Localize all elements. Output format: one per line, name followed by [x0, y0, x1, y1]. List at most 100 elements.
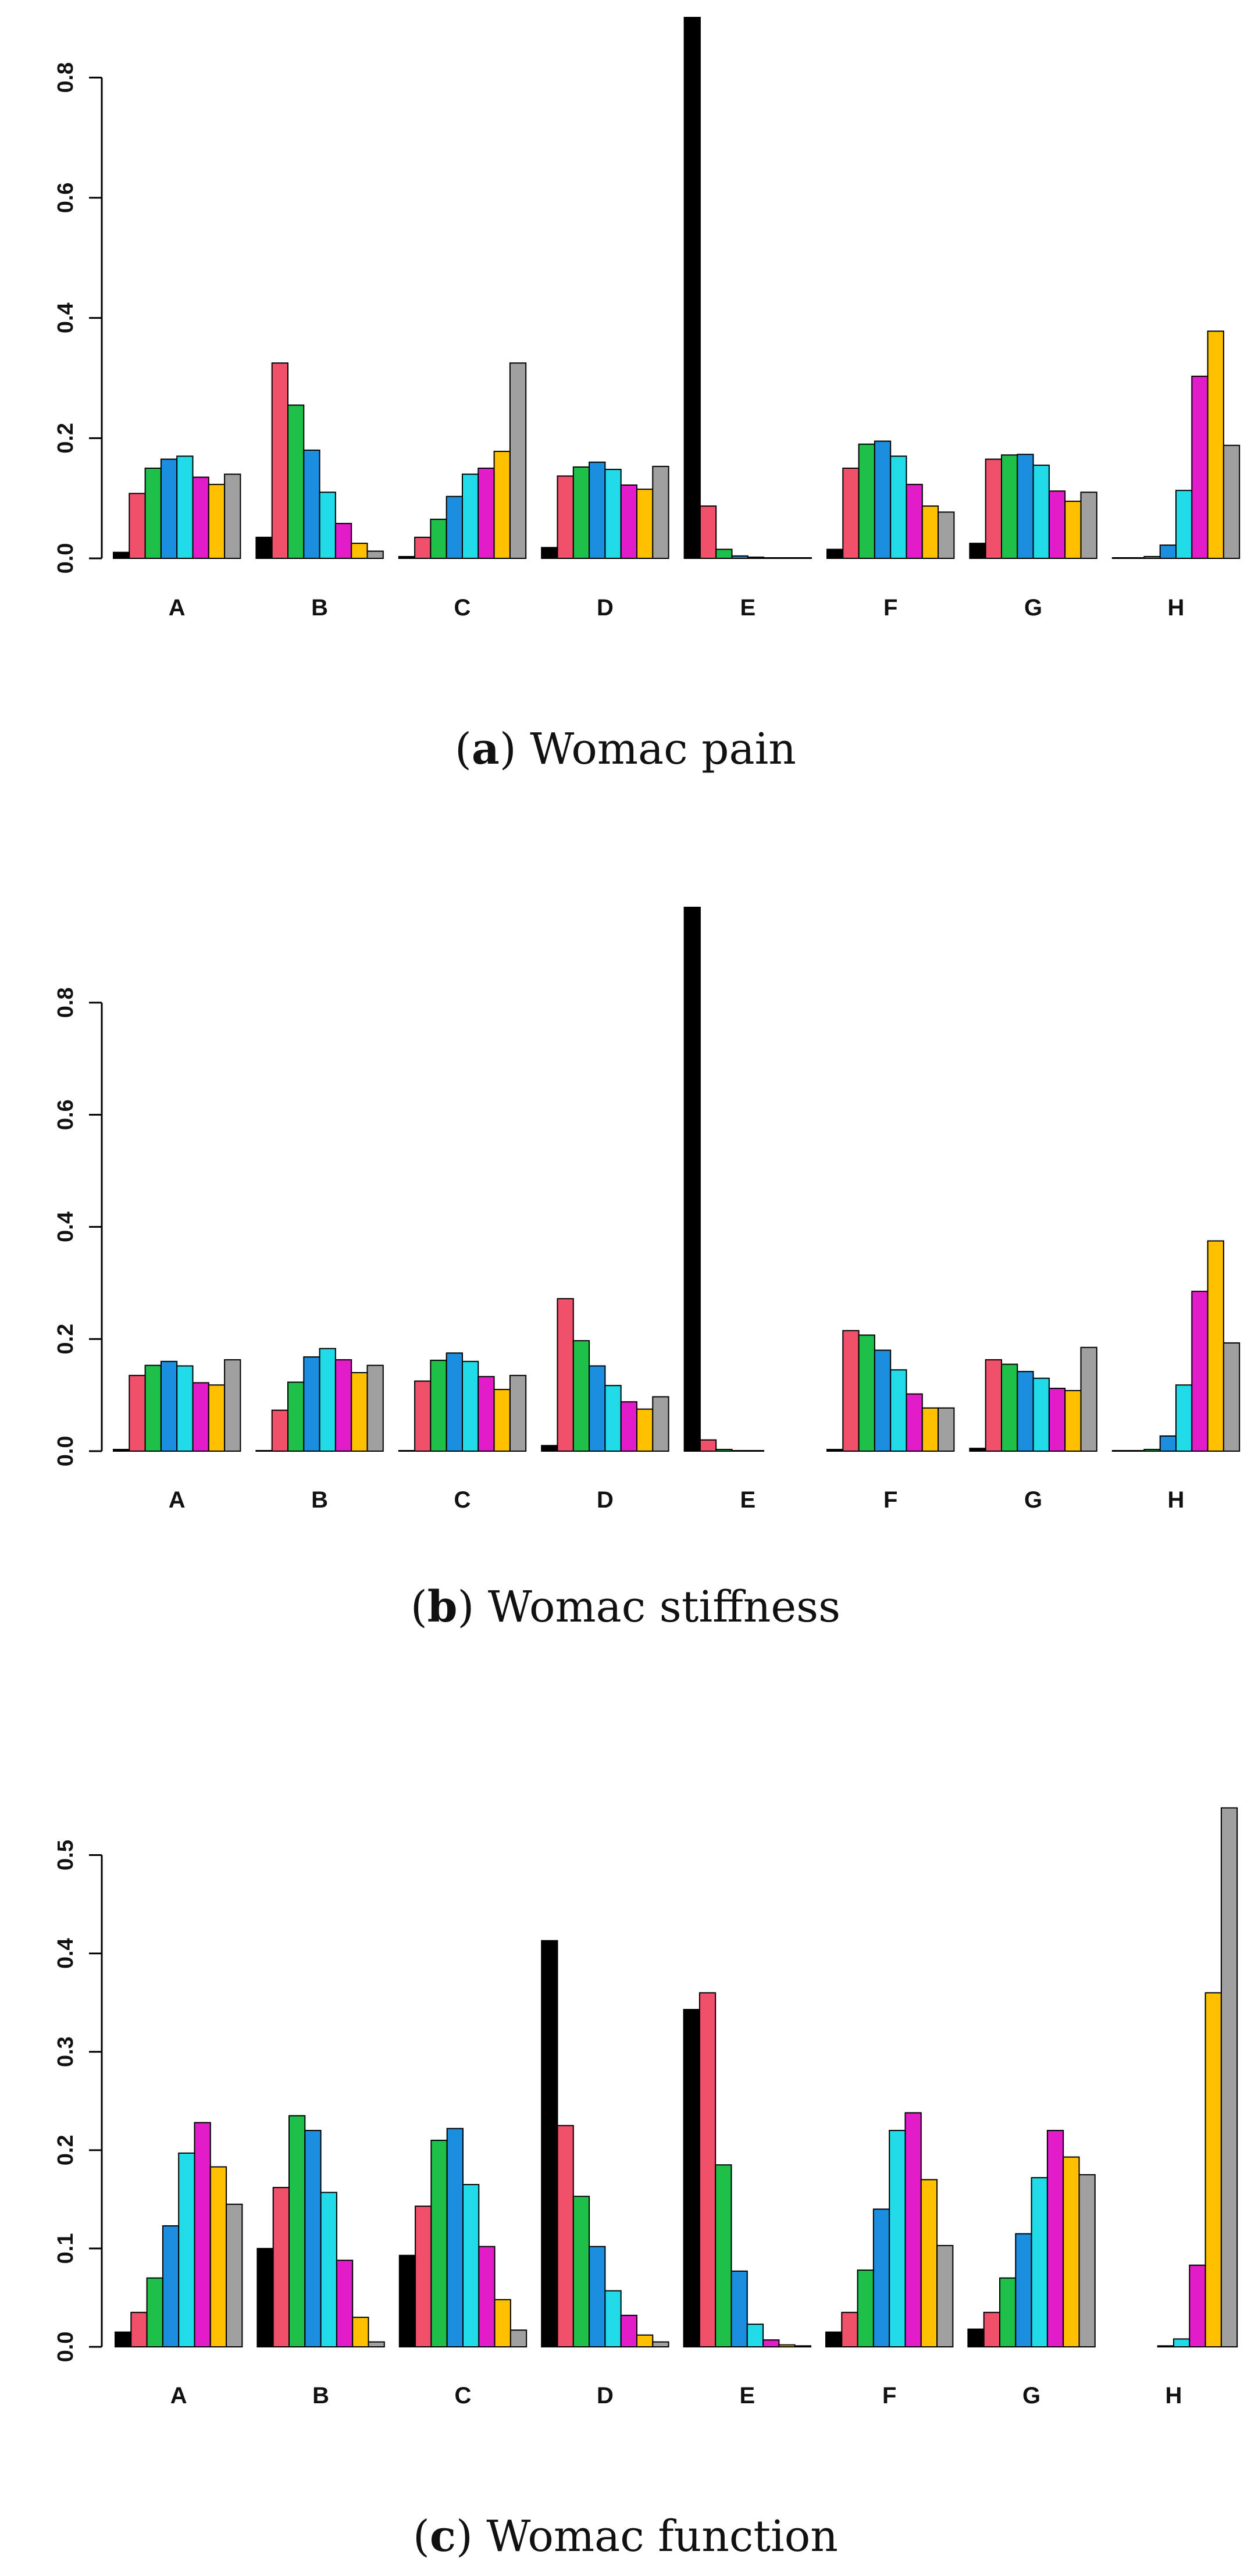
category-label-F: F [882, 2383, 896, 2408]
bar-F-6 [906, 1393, 923, 1452]
bar-B-5 [320, 2192, 337, 2348]
bar-G-2 [985, 458, 1002, 559]
bar-A-1 [115, 2331, 132, 2348]
chart-womac-function: 0.0 0.1 0.2 0.3 0.4 0.5 A B C D E F G H [54, 1807, 1238, 2408]
bar-C-5 [462, 473, 479, 560]
bar-H-4 [1157, 2345, 1174, 2348]
bar-G-4 [1017, 1371, 1034, 1452]
bar-G-7 [1064, 1389, 1082, 1452]
bar-C-4 [445, 496, 464, 560]
y-tick-label: 0.4 [54, 1938, 78, 1969]
category-label-B: B [311, 1487, 328, 1513]
bar-H-4 [1159, 1435, 1177, 1452]
bar-B-1 [255, 536, 273, 560]
caption-letter: c [429, 2511, 456, 2561]
bar-C-3 [430, 1359, 447, 1452]
bar-E-1 [683, 17, 701, 559]
bar-E-4 [730, 2270, 748, 2347]
bar-F-3 [858, 1334, 875, 1452]
bar-B-3 [288, 2115, 306, 2347]
bar-A-6 [192, 1382, 209, 1452]
bar-A-8 [224, 473, 241, 560]
bar-H-5 [1173, 2338, 1191, 2347]
bar-A-3 [144, 468, 162, 559]
bar-D-1 [541, 547, 558, 560]
bar-D-2 [557, 475, 574, 559]
bar-G-1 [969, 543, 986, 559]
bar-H-8 [1223, 444, 1241, 559]
bar-E-2 [698, 1992, 717, 2347]
y-tick-label: 0.1 [54, 2233, 78, 2264]
bar-A-3 [144, 1364, 162, 1452]
bar-C-7 [493, 451, 511, 559]
bar-A-8 [224, 1359, 241, 1452]
bar-D-3 [572, 466, 590, 559]
bar-F-3 [858, 443, 875, 559]
bar-C-7 [493, 1388, 511, 1452]
bar-B-4 [303, 1356, 320, 1452]
category-label-E: E [739, 2383, 755, 2408]
bar-D-2 [557, 2125, 574, 2347]
chart-womac-stiffness: 0.0 0.2 0.4 0.6 0.8 A B C D E F G H [54, 907, 1241, 1513]
bar-C-8 [509, 2329, 528, 2347]
bar-E-1 [683, 907, 701, 1452]
bar-G-1 [967, 2328, 985, 2348]
category-label-B: B [312, 2383, 329, 2408]
bar-D-4 [589, 1365, 606, 1452]
bar-D-8 [652, 465, 669, 560]
bar-B-2 [271, 1409, 289, 1452]
bar-G-6 [1048, 490, 1066, 560]
bar-E-2 [699, 1439, 717, 1452]
bar-F-4 [874, 440, 892, 559]
chart-panel-pain: 0.0 0.2 0.4 0.6 0.8 A B C D E F G H (a) Womac pain [0, 0, 1251, 843]
bar-A-6 [192, 476, 209, 559]
bar-B-5 [319, 491, 336, 560]
y-tick-label: 0.5 [54, 1840, 78, 1870]
bar-H-5 [1175, 490, 1193, 559]
bar-A-7 [208, 483, 226, 560]
chart-womac-pain: 0.0 0.2 0.4 0.6 0.8 A B C D E F G H [54, 17, 1241, 621]
bar-F-1 [826, 1449, 844, 1452]
bar-F-2 [842, 468, 860, 559]
bar-A-7 [208, 1384, 226, 1452]
y-tick-label: 0.3 [54, 2036, 78, 2067]
caption-text: Womac pain [530, 724, 796, 774]
bar-F-4 [874, 1349, 892, 1452]
bar-C-4 [445, 1352, 464, 1452]
category-label-G: G [1024, 595, 1042, 621]
bar-G-8 [1080, 491, 1097, 560]
bar-F-8 [936, 2244, 954, 2348]
bar-H-8 [1220, 1807, 1238, 2347]
bar-F-2 [842, 1330, 860, 1452]
bar-B-4 [303, 450, 320, 559]
bar-H-5 [1175, 1384, 1193, 1452]
bar-H-6 [1189, 2264, 1206, 2348]
caption-stiffness: (b) Womac stiffness [410, 1582, 841, 1632]
bar-E-3 [715, 2164, 732, 2347]
category-label-H: H [1168, 595, 1185, 621]
bar-F-4 [872, 2208, 890, 2348]
category-label-C: C [454, 1487, 471, 1513]
bar-C-7 [494, 2299, 511, 2348]
y-tick-label: 0.4 [54, 1212, 78, 1242]
category-label-B: B [311, 595, 328, 621]
bar-F-8 [938, 1407, 955, 1452]
bar-C-2 [414, 536, 432, 560]
category-label-G: G [1024, 1487, 1042, 1513]
bar-H-8 [1223, 1342, 1241, 1452]
bar-E-5 [746, 2324, 764, 2347]
bar-D-4 [589, 2246, 606, 2348]
bar-H-6 [1191, 1291, 1209, 1452]
bar-F-7 [920, 2179, 938, 2347]
bar-B-2 [271, 362, 289, 559]
category-label-H: H [1168, 1487, 1185, 1513]
category-label-F: F [883, 1487, 897, 1513]
bar-F-6 [906, 483, 923, 560]
bar-D-7 [636, 489, 654, 559]
bar-G-7 [1063, 2156, 1080, 2348]
bar-B-8 [366, 1364, 384, 1452]
bar-A-1 [113, 551, 130, 559]
bar-B-5 [319, 1348, 336, 1452]
category-label-E: E [740, 1487, 755, 1513]
bar-D-7 [636, 2334, 654, 2347]
